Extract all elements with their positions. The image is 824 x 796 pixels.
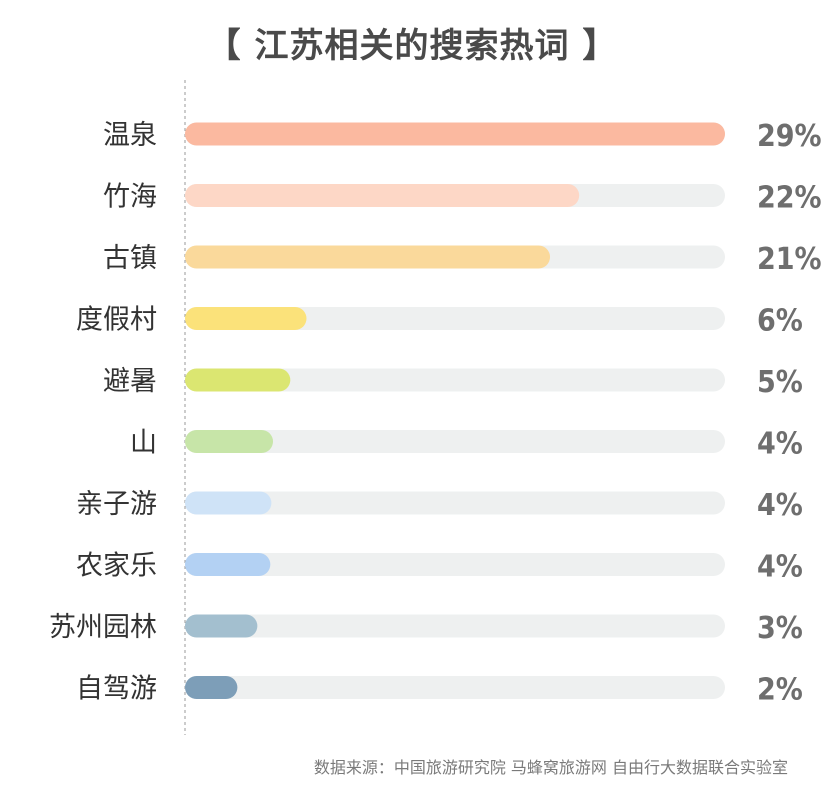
bar <box>185 307 307 330</box>
value-label: 4% <box>757 427 803 462</box>
category-label: 山 <box>130 428 157 459</box>
category-label: 自驾游 <box>76 674 157 705</box>
value-label: 21% <box>757 242 822 277</box>
value-label: 5% <box>757 365 803 400</box>
value-label: 6% <box>757 304 803 339</box>
bar <box>185 184 580 207</box>
value-label: 4% <box>757 550 803 585</box>
bar-track <box>185 614 725 638</box>
value-label: 3% <box>757 611 803 646</box>
category-label: 避暑 <box>103 366 157 397</box>
bar-track <box>185 491 725 515</box>
category-label: 苏州园林 <box>49 612 157 643</box>
value-label: 2% <box>757 673 803 708</box>
bar <box>185 368 291 392</box>
bar <box>185 430 274 453</box>
value-label: 22% <box>757 181 822 216</box>
category-label: 亲子游 <box>76 489 157 520</box>
chart-title: 【 江苏相关的搜索热词 】 <box>206 26 618 66</box>
bar <box>185 553 271 576</box>
bar-track <box>185 307 725 330</box>
bar-track <box>185 368 725 392</box>
bar <box>185 614 258 638</box>
bar <box>185 122 725 146</box>
bar <box>185 676 238 699</box>
bar <box>185 245 551 269</box>
category-label: 度假村 <box>76 305 157 336</box>
value-label: 4% <box>757 488 803 523</box>
category-label: 温泉 <box>103 120 157 151</box>
bar-track <box>185 430 725 453</box>
category-label: 古镇 <box>103 243 157 274</box>
category-label: 农家乐 <box>76 551 157 582</box>
category-label: 竹海 <box>103 182 157 213</box>
bar <box>185 491 272 515</box>
bar-track <box>185 553 725 576</box>
source-note: 数据来源：中国旅游研究院 马蜂窝旅游网 自由行大数据联合实验室 <box>313 758 788 777</box>
bar-track <box>185 676 725 699</box>
value-label: 29% <box>757 119 822 154</box>
